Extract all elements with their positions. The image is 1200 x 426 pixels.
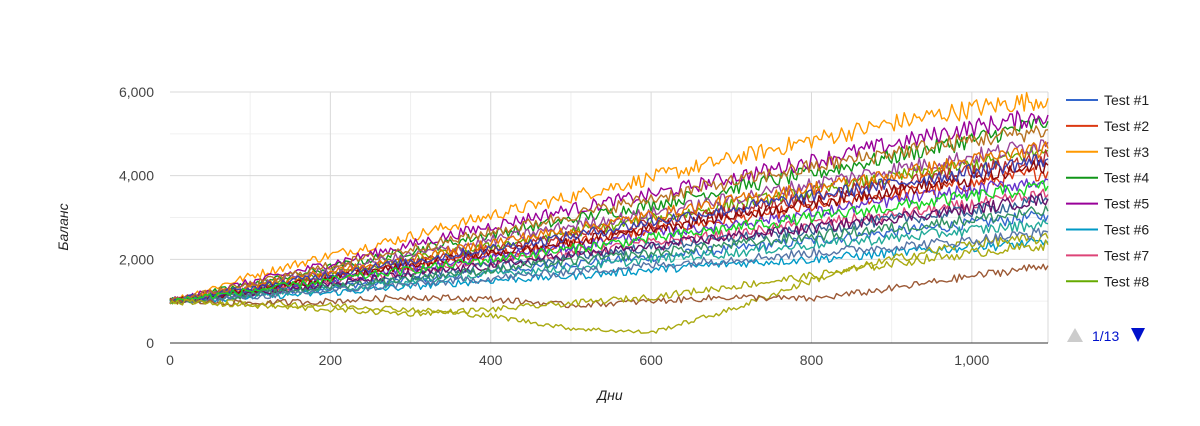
y-axis-title: Баланс xyxy=(55,203,71,250)
series-line-22 xyxy=(169,180,1049,304)
legend-pager: 1/13 xyxy=(1067,328,1145,344)
series-line-6 xyxy=(169,237,1049,304)
series-line-21 xyxy=(169,125,1049,302)
y-tick-label: 0 xyxy=(146,335,154,351)
x-tick-label: 1,000 xyxy=(954,352,989,368)
y-axis-ticks: 0 2,000 4,000 6,000 xyxy=(119,84,154,351)
series-line-3 xyxy=(169,91,1049,303)
x-tick-label: 600 xyxy=(639,352,663,368)
y-tick-label: 2,000 xyxy=(119,251,154,267)
series-line-23 xyxy=(169,263,1049,309)
x-tick-label: 800 xyxy=(800,352,824,368)
y-tick-label: 6,000 xyxy=(119,84,154,100)
series-line-19 xyxy=(169,227,1049,304)
legend-entry-label: Test #4 xyxy=(1104,170,1149,186)
x-axis-title: Дни xyxy=(595,387,623,403)
legend-entry-label: Test #6 xyxy=(1104,222,1149,238)
series-line-11 xyxy=(169,139,1049,304)
series-line-15 xyxy=(169,141,1049,303)
x-axis-ticks: 0 200 400 600 800 1,000 xyxy=(166,352,989,368)
legend: Test #1 Test #2 Test #3 Test #4 Test #5 Test … xyxy=(1066,92,1149,289)
x-tick-label: 200 xyxy=(319,352,343,368)
legend-entry-label: Test #3 xyxy=(1104,144,1149,160)
series-line-10 xyxy=(169,195,1049,304)
legend-page-indicator: 1/13 xyxy=(1092,328,1119,344)
legend-entry-label: Test #1 xyxy=(1104,92,1149,108)
legend-entry-label: Test #2 xyxy=(1104,118,1149,134)
chart-series-lines xyxy=(169,91,1049,334)
series-line-24 xyxy=(169,239,1049,317)
legend-next-page-icon[interactable] xyxy=(1131,328,1145,342)
legend-entry-label: Test #5 xyxy=(1104,196,1149,212)
series-line-5 xyxy=(169,110,1049,304)
legend-entry-label: Test #7 xyxy=(1104,247,1149,263)
legend-entry-label: Test #8 xyxy=(1104,273,1149,289)
y-tick-label: 4,000 xyxy=(119,168,154,184)
x-tick-label: 400 xyxy=(479,352,503,368)
series-line-18 xyxy=(169,205,1049,305)
legend-prev-page-icon[interactable] xyxy=(1067,328,1083,342)
series-line-20 xyxy=(169,154,1049,304)
series-line-13 xyxy=(169,232,1049,334)
x-tick-label: 0 xyxy=(166,352,174,368)
